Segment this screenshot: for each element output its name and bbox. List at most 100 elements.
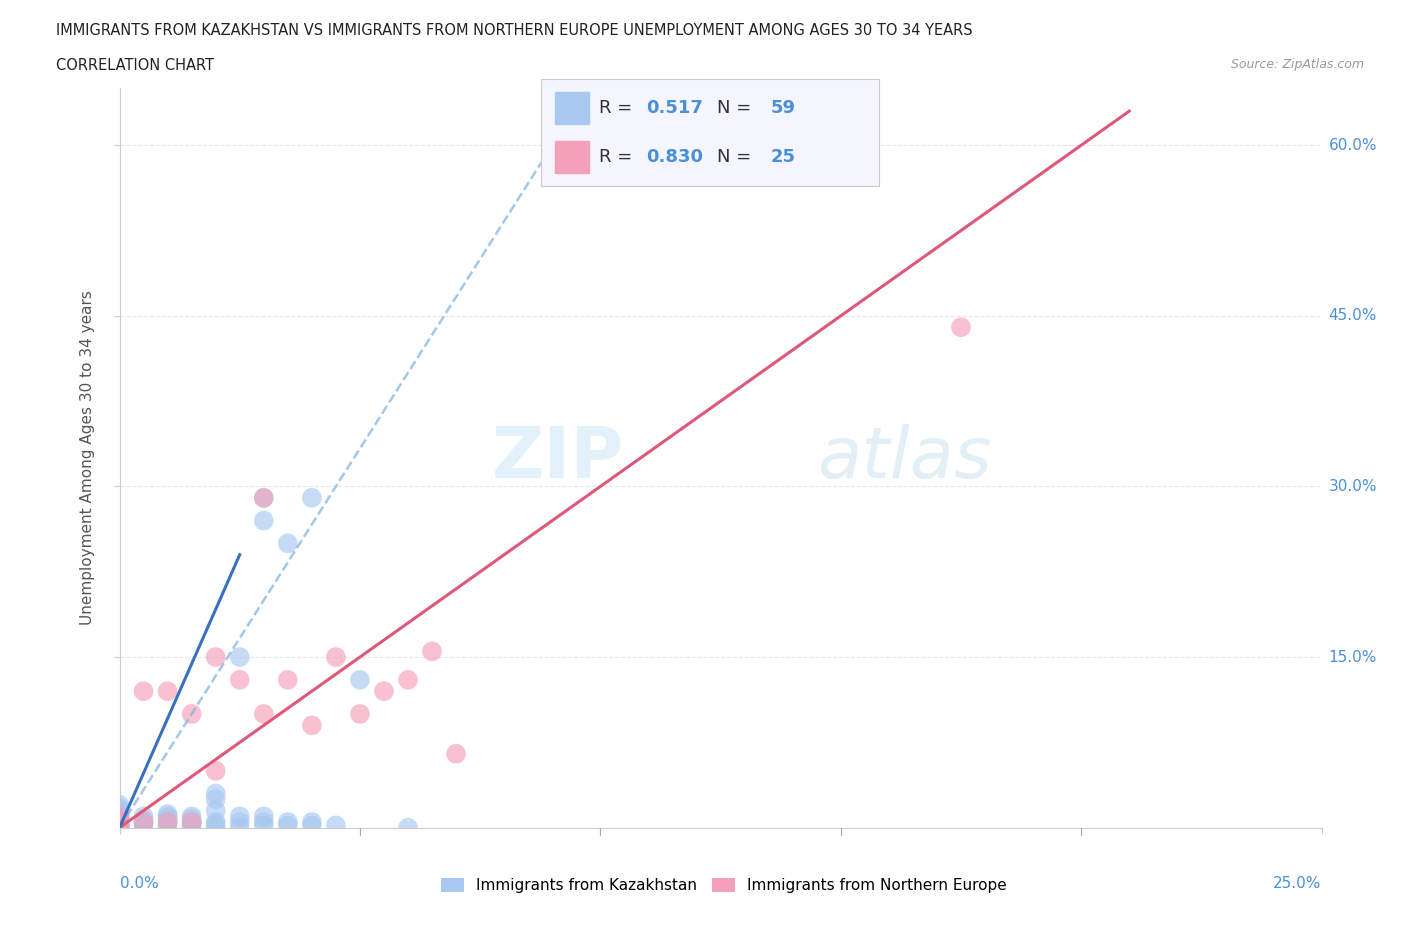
- Point: [108, 817, 131, 831]
- Legend: Immigrants from Kazakhstan, Immigrants from Northern Europe: Immigrants from Kazakhstan, Immigrants f…: [434, 871, 1014, 899]
- Point: [108, 815, 131, 830]
- Text: R =: R =: [599, 99, 638, 117]
- Point: [277, 818, 299, 833]
- Text: 25.0%: 25.0%: [1274, 876, 1322, 891]
- Point: [108, 806, 131, 821]
- Point: [108, 801, 131, 816]
- Point: [156, 815, 179, 830]
- Point: [277, 815, 299, 830]
- Point: [277, 672, 299, 687]
- Point: [108, 820, 131, 835]
- Point: [301, 815, 323, 830]
- Point: [156, 809, 179, 824]
- Point: [325, 818, 347, 833]
- Point: [132, 684, 155, 698]
- Point: [180, 815, 202, 830]
- Point: [108, 814, 131, 829]
- Point: [228, 809, 252, 824]
- Point: [108, 820, 131, 835]
- Point: [301, 818, 323, 833]
- Point: [108, 817, 131, 831]
- Point: [253, 490, 276, 505]
- Text: 0.0%: 0.0%: [120, 876, 159, 891]
- Point: [132, 815, 155, 830]
- Point: [132, 809, 155, 824]
- Point: [301, 490, 323, 505]
- Point: [396, 820, 419, 835]
- Point: [420, 644, 443, 658]
- Point: [180, 820, 202, 835]
- Text: 45.0%: 45.0%: [1329, 309, 1376, 324]
- Point: [180, 817, 202, 831]
- Point: [204, 804, 226, 818]
- Point: [253, 818, 276, 833]
- Point: [108, 820, 131, 835]
- Point: [108, 820, 131, 835]
- Point: [301, 718, 323, 733]
- Point: [180, 707, 202, 722]
- Y-axis label: Unemployment Among Ages 30 to 34 years: Unemployment Among Ages 30 to 34 years: [80, 290, 96, 626]
- Point: [349, 707, 371, 722]
- Point: [253, 809, 276, 824]
- Point: [277, 536, 299, 551]
- Point: [108, 820, 131, 835]
- Point: [180, 811, 202, 826]
- Text: 59: 59: [770, 99, 796, 117]
- Text: 30.0%: 30.0%: [1329, 479, 1376, 494]
- Point: [108, 820, 131, 835]
- Point: [108, 818, 131, 833]
- Point: [204, 815, 226, 830]
- Point: [228, 815, 252, 830]
- Point: [108, 820, 131, 835]
- Text: R =: R =: [599, 148, 638, 166]
- Point: [132, 812, 155, 827]
- Text: 0.517: 0.517: [645, 99, 703, 117]
- Point: [108, 805, 131, 820]
- Bar: [555, 92, 589, 124]
- Point: [108, 820, 131, 835]
- Point: [108, 812, 131, 827]
- Point: [132, 820, 155, 835]
- Text: 60.0%: 60.0%: [1329, 138, 1376, 153]
- Point: [108, 798, 131, 813]
- Text: ZIP: ZIP: [492, 423, 624, 493]
- Point: [782, 161, 804, 176]
- Point: [253, 815, 276, 830]
- Point: [156, 817, 179, 831]
- Text: 25: 25: [770, 148, 796, 166]
- Point: [204, 764, 226, 778]
- Point: [180, 815, 202, 830]
- Point: [444, 746, 467, 761]
- Point: [204, 820, 226, 835]
- Point: [228, 820, 252, 835]
- Point: [180, 809, 202, 824]
- Point: [156, 811, 179, 826]
- Point: [204, 791, 226, 806]
- Point: [396, 672, 419, 687]
- Point: [156, 684, 179, 698]
- Point: [108, 811, 131, 826]
- Point: [156, 815, 179, 830]
- Point: [204, 817, 226, 831]
- Point: [132, 817, 155, 831]
- Point: [156, 820, 179, 835]
- Point: [253, 513, 276, 528]
- Text: N =: N =: [717, 148, 756, 166]
- Point: [349, 672, 371, 687]
- Text: Source: ZipAtlas.com: Source: ZipAtlas.com: [1230, 58, 1364, 71]
- Point: [204, 650, 226, 665]
- Text: atlas: atlas: [817, 423, 991, 493]
- Point: [132, 815, 155, 830]
- Point: [108, 809, 131, 824]
- Text: 15.0%: 15.0%: [1329, 649, 1376, 665]
- Point: [228, 650, 252, 665]
- Point: [325, 650, 347, 665]
- Bar: [555, 141, 589, 173]
- Point: [949, 320, 972, 335]
- Point: [253, 707, 276, 722]
- Point: [156, 806, 179, 821]
- Point: [373, 684, 395, 698]
- Text: CORRELATION CHART: CORRELATION CHART: [56, 58, 214, 73]
- Point: [108, 804, 131, 818]
- Text: IMMIGRANTS FROM KAZAKHSTAN VS IMMIGRANTS FROM NORTHERN EUROPE UNEMPLOYMENT AMONG: IMMIGRANTS FROM KAZAKHSTAN VS IMMIGRANTS…: [56, 23, 973, 38]
